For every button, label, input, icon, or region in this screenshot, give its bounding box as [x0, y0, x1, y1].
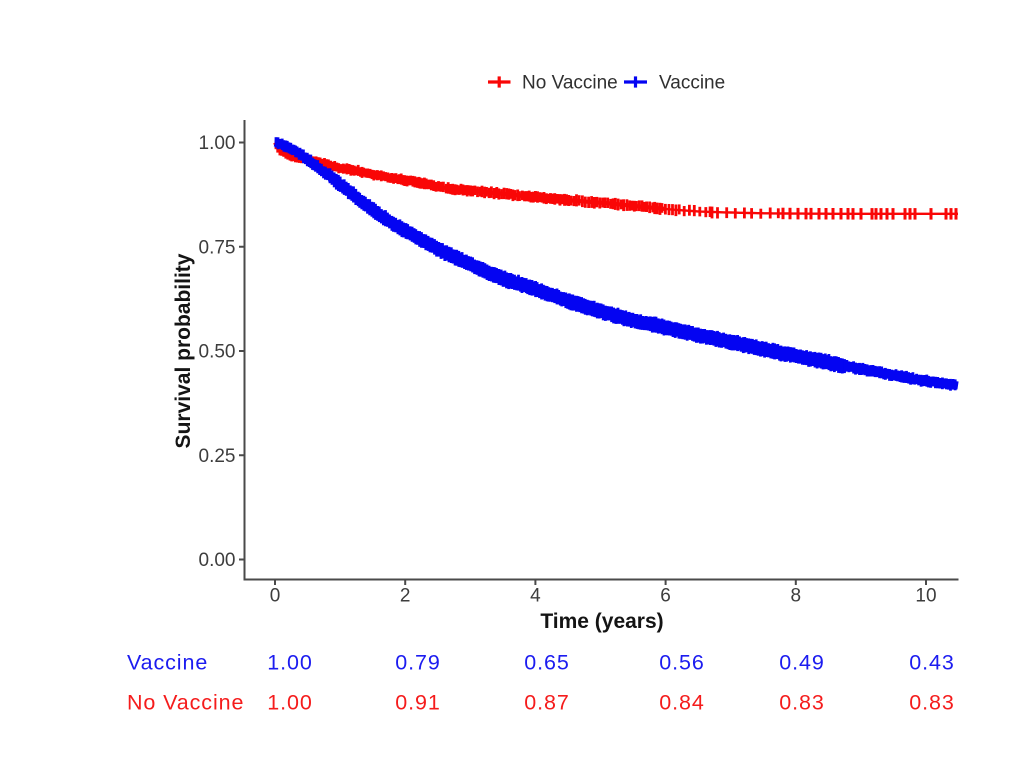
svg-text:1.00: 1.00 [267, 691, 312, 715]
svg-text:0.84: 0.84 [659, 691, 704, 715]
svg-text:No Vaccine: No Vaccine [127, 691, 244, 715]
svg-text:0.25: 0.25 [199, 446, 236, 467]
svg-text:0.83: 0.83 [779, 691, 824, 715]
svg-text:Survival probability: Survival probability [172, 253, 195, 448]
svg-text:Vaccine: Vaccine [659, 73, 725, 94]
svg-text:10: 10 [915, 586, 936, 607]
svg-text:0.79: 0.79 [395, 651, 440, 675]
svg-text:0.56: 0.56 [659, 651, 704, 675]
svg-text:0.00: 0.00 [199, 550, 236, 571]
svg-text:Vaccine: Vaccine [127, 651, 208, 675]
svg-text:0.75: 0.75 [199, 237, 236, 258]
svg-text:8: 8 [791, 586, 802, 607]
svg-text:No Vaccine: No Vaccine [522, 73, 618, 94]
svg-text:0.50: 0.50 [199, 342, 236, 363]
svg-text:1.00: 1.00 [267, 651, 312, 675]
svg-text:2: 2 [400, 586, 411, 607]
svg-text:0.91: 0.91 [395, 691, 440, 715]
svg-text:0.43: 0.43 [909, 651, 954, 675]
svg-text:6: 6 [660, 586, 671, 607]
svg-text:4: 4 [530, 586, 541, 607]
svg-text:0.49: 0.49 [779, 651, 824, 675]
svg-text:Time (years): Time (years) [540, 610, 663, 633]
svg-text:0: 0 [270, 586, 281, 607]
svg-text:0.87: 0.87 [524, 691, 569, 715]
svg-text:0.83: 0.83 [909, 691, 954, 715]
svg-text:0.65: 0.65 [524, 651, 569, 675]
svg-text:1.00: 1.00 [199, 133, 236, 154]
